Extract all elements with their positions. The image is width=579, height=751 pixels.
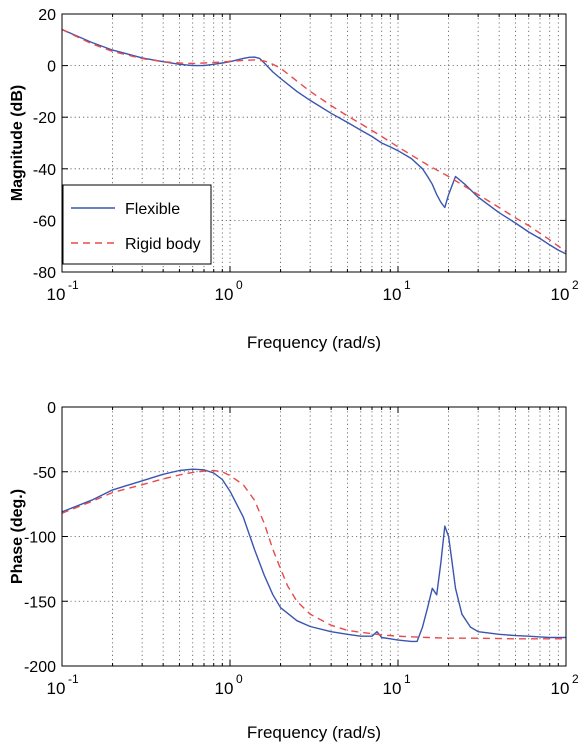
phase-y-axis-label: Phase (deg.) <box>9 489 26 584</box>
magnitude-x-tick-exponent: 2 <box>572 278 579 292</box>
magnitude-x-tick-label: 10 <box>383 285 402 304</box>
legend-label-rigid-body: Rigid body <box>125 236 201 253</box>
phase-x-tick-label: 10 <box>383 679 402 698</box>
magnitude-y-axis-label: Magnitude (dB) <box>9 85 26 201</box>
magnitude-series <box>62 28 566 255</box>
magnitude-x-tick-label: 10 <box>215 285 234 304</box>
phase-x-tick-exponent: 2 <box>572 672 579 686</box>
phase-x-tick-exponent: 1 <box>404 672 411 686</box>
phase-y-tick-label: 0 <box>47 400 56 417</box>
magnitude-x-axis-label: Frequency (rad/s) <box>247 333 381 352</box>
phase-y-tick-label: -50 <box>33 465 56 482</box>
phase-tick-marks <box>61 406 567 667</box>
magnitude-y-tick-label: 20 <box>38 7 56 24</box>
phase-series <box>62 468 566 643</box>
legend-label-flexible: Flexible <box>125 201 180 218</box>
phase-y-tick-label: -150 <box>24 594 56 611</box>
magnitude-x-tick-exponent: 1 <box>404 278 411 292</box>
magnitude-x-tick-exponent: -1 <box>68 278 79 292</box>
magnitude-y-tick-label: -80 <box>33 265 56 282</box>
magnitude-flexible-line <box>62 28 566 255</box>
magnitude-x-tick-exponent: 0 <box>236 278 243 292</box>
phase-x-tick-label: 10 <box>551 679 570 698</box>
phase-x-axis-label: Frequency (rad/s) <box>247 723 381 742</box>
phase-y-tick-label: -100 <box>24 530 56 547</box>
phase-x-tick-exponent: -1 <box>68 672 79 686</box>
magnitude-axes-box <box>61 13 567 273</box>
phase-x-tick-label: 10 <box>47 679 66 698</box>
magnitude-grid <box>62 14 566 272</box>
magnitude-x-tick-label: 10 <box>551 285 570 304</box>
phase-grid <box>62 407 566 666</box>
magnitude-y-tick-label: -60 <box>33 213 56 230</box>
magnitude-tick-marks <box>61 13 567 273</box>
legend-box <box>62 184 212 265</box>
magnitude-y-tick-label: -40 <box>33 162 56 179</box>
phase-x-tick-label: 10 <box>215 679 234 698</box>
magnitude-y-tick-label: 0 <box>47 59 56 76</box>
phase-rigid-body-line <box>62 469 566 640</box>
magnitude-rigid-body-line <box>62 28 566 252</box>
magnitude-x-tick-label: 10 <box>47 285 66 304</box>
phase-y-tick-label: -200 <box>24 659 56 676</box>
magnitude-y-tick-label: -20 <box>33 110 56 127</box>
phase-flexible-line <box>62 468 566 643</box>
legend: Flexible Rigid body <box>62 184 212 265</box>
phase-x-tick-exponent: 0 <box>236 672 243 686</box>
